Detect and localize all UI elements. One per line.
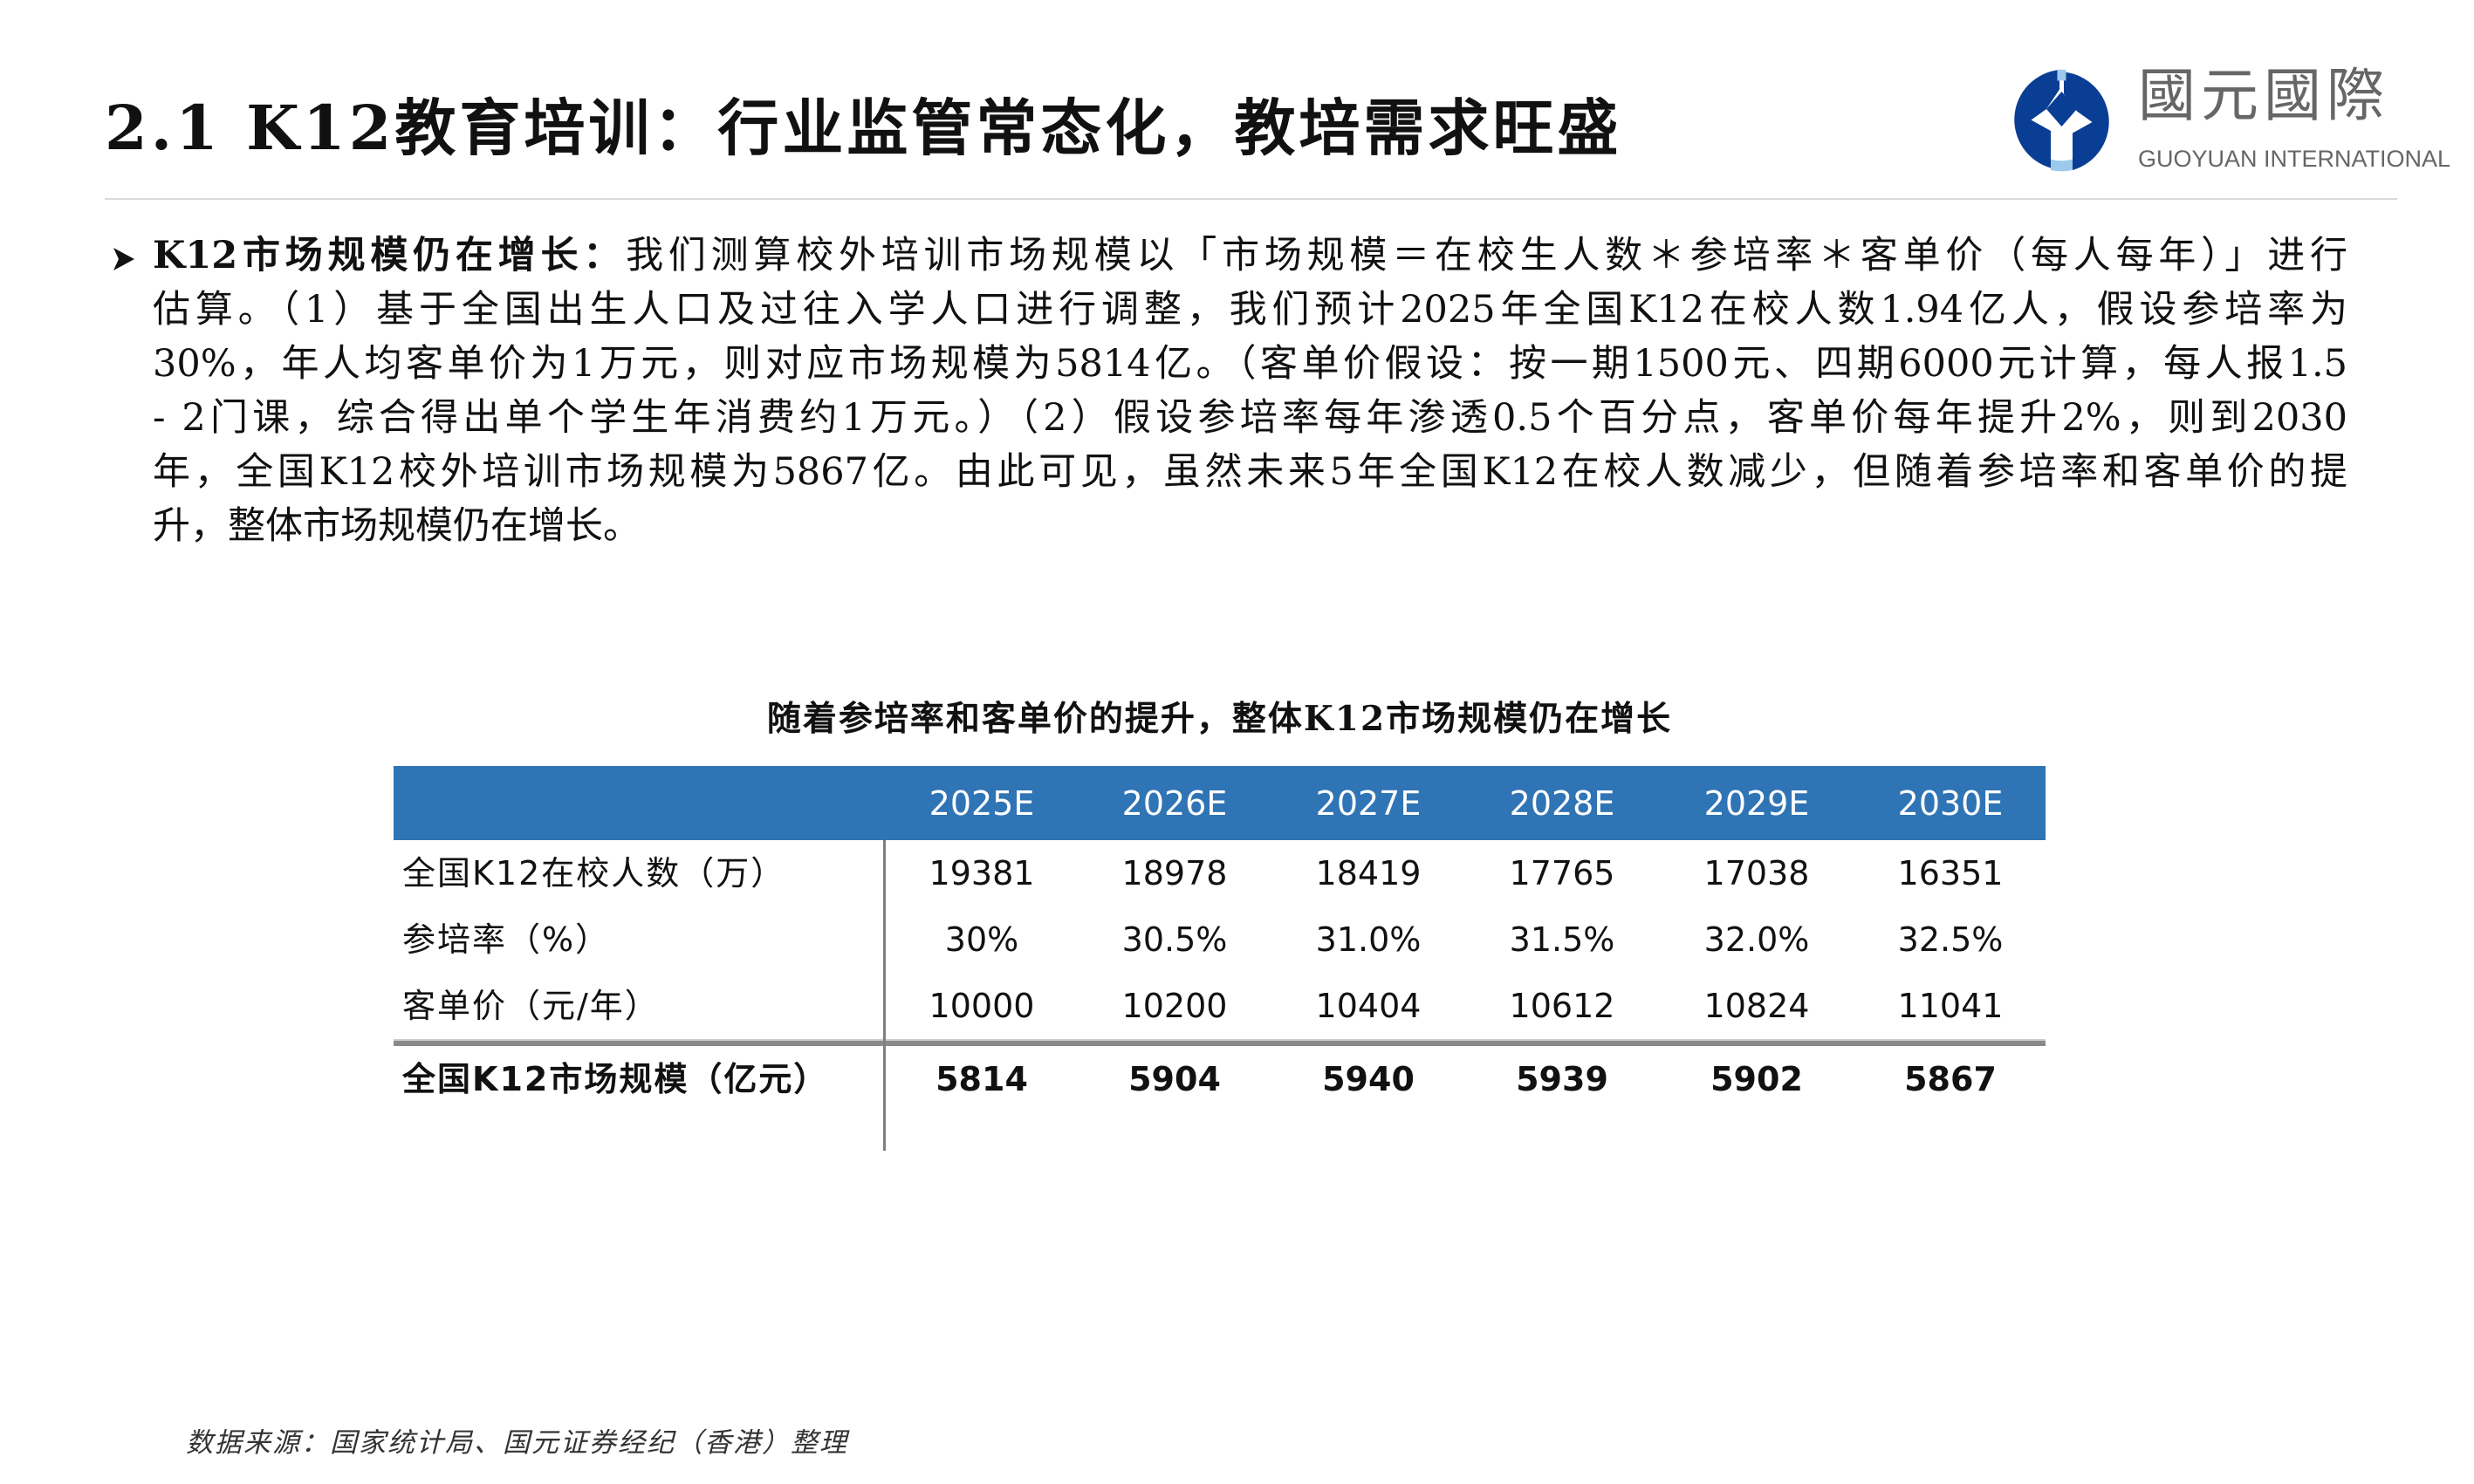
column-header: 2030E (1897, 784, 2004, 823)
table-cell: 31.5% (1509, 920, 1615, 959)
header-divider (105, 198, 2397, 200)
paragraph-line: 年，全国K12校外培训市场规模为5867亿。由此可见，虽然未来5年全国K12在校… (153, 450, 2347, 494)
table-cell: 10404 (1315, 987, 1422, 1025)
row-label: 全国K12市场规模（亿元） (402, 1060, 829, 1098)
column-header: 2025E (929, 784, 1035, 823)
paragraph-line: 我们测算校外培训市场规模以「市场规模＝在校生人数＊参培率＊客单价（每人每年）」进… (626, 234, 2348, 277)
table-cell: 5814 (935, 1060, 1028, 1098)
paragraph-line: 30%，年人均客单价为1万元，则对应市场规模为5814亿。（客单价假设：按一期1… (153, 342, 2347, 386)
total-divider (394, 1039, 2046, 1046)
logo-text-cn: 國元國際 (2138, 62, 2389, 129)
row-label: 客单价（元/年） (402, 987, 660, 1025)
column-header: 2027E (1315, 784, 1422, 823)
table-cell: 5867 (1904, 1060, 1997, 1098)
table-cell: 32.0% (1703, 920, 1810, 959)
company-logo: 國元國際 GUOYUAN INTERNATIONAL (2007, 61, 2450, 179)
table-cell: 17038 (1703, 854, 1810, 892)
logo-text-en: GUOYUAN INTERNATIONAL (2138, 146, 2451, 172)
table-cell: 5939 (1516, 1060, 1608, 1098)
row-label: 全国K12在校人数（万） (402, 854, 786, 892)
table-cell: 11041 (1897, 987, 2004, 1025)
table-cell: 19381 (929, 854, 1035, 892)
table-cell: 5940 (1322, 1060, 1415, 1098)
table-cell: 32.5% (1897, 920, 2004, 959)
table-cell: 18419 (1315, 854, 1422, 892)
column-header: 2026E (1121, 784, 1228, 823)
table-cell: 17765 (1509, 854, 1615, 892)
data-source: 数据来源：国家统计局、国元证券经纪（香港）整理 (186, 1427, 848, 1459)
table-row: 全国K12在校人数（万） 19381 18978 18419 17765 17038 163… (394, 840, 2046, 906)
table-cell: 10000 (929, 987, 1035, 1025)
table-row: 参培率（%） 30% 30.5% 31.0% 31.5% 32.0% 32.5% (394, 906, 2046, 973)
column-divider (883, 840, 886, 1151)
column-header: 2028E (1509, 784, 1615, 823)
bullet-lead: K12市场规模仍在增长： (153, 234, 627, 277)
page-title: 2.1 K12教育培训：行业监管常态化，教培需求旺盛 (105, 92, 1622, 164)
arrow-right-icon (113, 248, 134, 270)
table-cell: 5904 (1128, 1060, 1221, 1098)
table-row: 客单价（元/年） 10000 10200 10404 10612 10824 11041 (394, 973, 2046, 1039)
table-caption: 随着参培率和客单价的提升，整体K12市场规模仍在增长 (766, 699, 1673, 739)
table-cell: 10612 (1509, 987, 1615, 1025)
table-cell: 30% (944, 920, 1019, 959)
table-cell: 31.0% (1315, 920, 1422, 959)
column-header: 2029E (1703, 784, 1810, 823)
paragraph-line: 估算。（1）基于全国出生人口及过往入学人口进行调整，我们预计2025年全国K12… (153, 288, 2347, 332)
paragraph-line: 升，整体市场规模仍在增长。 (153, 504, 641, 548)
table-cell: 10200 (1121, 987, 1228, 1025)
table-header: 2025E 2026E 2027E 2028E 2029E 2030E (394, 766, 2046, 840)
table-row: 全国K12市场规模（亿元） 5814 5904 5940 5939 5902 5867 (394, 1046, 2046, 1112)
table-cell: 18978 (1121, 854, 1228, 892)
row-label: 参培率（%） (402, 920, 611, 959)
bullet-paragraph: K12市场规模仍在增长：我们测算校外培训市场规模以「市场规模＝在校生人数＊参培率… (153, 229, 2347, 553)
table-cell: 30.5% (1121, 920, 1228, 959)
table-cell: 16351 (1897, 854, 2004, 892)
market-size-table: 2025E 2026E 2027E 2028E 2029E 2030E 全国K1… (394, 766, 2046, 1151)
table-cell: 10824 (1703, 987, 1810, 1025)
logo-mark-icon (2014, 69, 2109, 172)
paragraph-line: - 2门课，综合得出单个学生年消费约1万元。）（2）假设参培率每年渗透0.5个百… (153, 396, 2347, 440)
table-cell: 5902 (1710, 1060, 1803, 1098)
